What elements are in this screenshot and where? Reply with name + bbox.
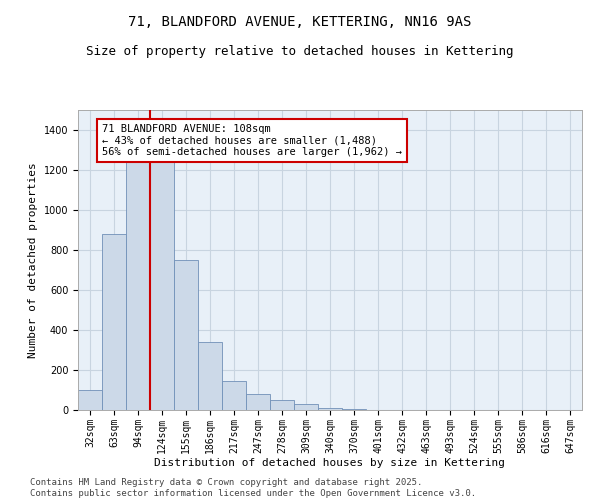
Text: 71, BLANDFORD AVENUE, KETTERING, NN16 9AS: 71, BLANDFORD AVENUE, KETTERING, NN16 9A… [128, 15, 472, 29]
Bar [198, 342, 222, 410]
X-axis label: Distribution of detached houses by size in Kettering: Distribution of detached houses by size … [155, 458, 505, 468]
Bar [102, 234, 126, 410]
Bar [246, 394, 270, 410]
Bar [126, 156, 150, 410]
Bar [342, 409, 366, 410]
Bar [318, 408, 342, 410]
Bar [222, 381, 246, 410]
Y-axis label: Number of detached properties: Number of detached properties [28, 162, 38, 358]
Bar [294, 404, 318, 410]
Bar [78, 390, 102, 410]
Text: Size of property relative to detached houses in Kettering: Size of property relative to detached ho… [86, 45, 514, 58]
Text: Contains HM Land Registry data © Crown copyright and database right 2025.
Contai: Contains HM Land Registry data © Crown c… [30, 478, 476, 498]
Text: 71 BLANDFORD AVENUE: 108sqm
← 43% of detached houses are smaller (1,488)
56% of : 71 BLANDFORD AVENUE: 108sqm ← 43% of det… [102, 124, 402, 157]
Bar [174, 260, 198, 410]
Bar [150, 156, 174, 410]
Bar [270, 400, 294, 410]
